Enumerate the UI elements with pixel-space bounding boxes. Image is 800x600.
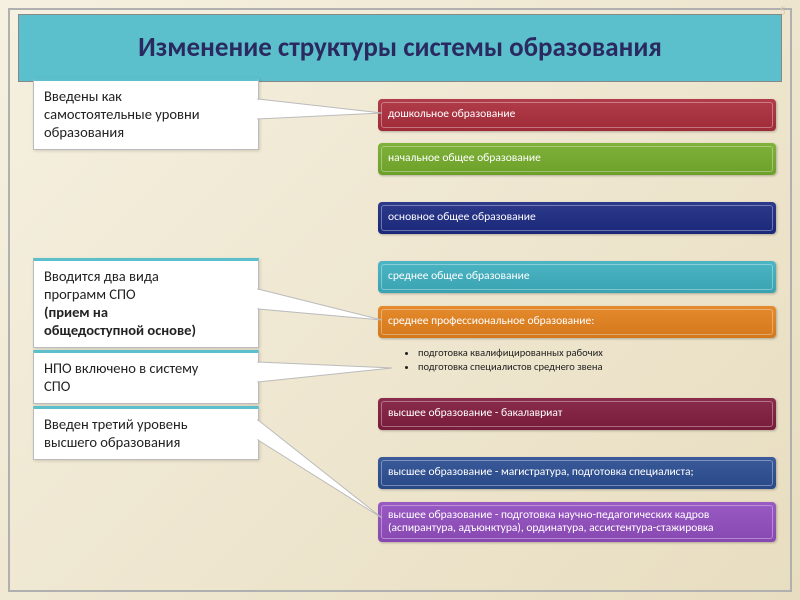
- callout-tail-c4: [0, 0, 800, 600]
